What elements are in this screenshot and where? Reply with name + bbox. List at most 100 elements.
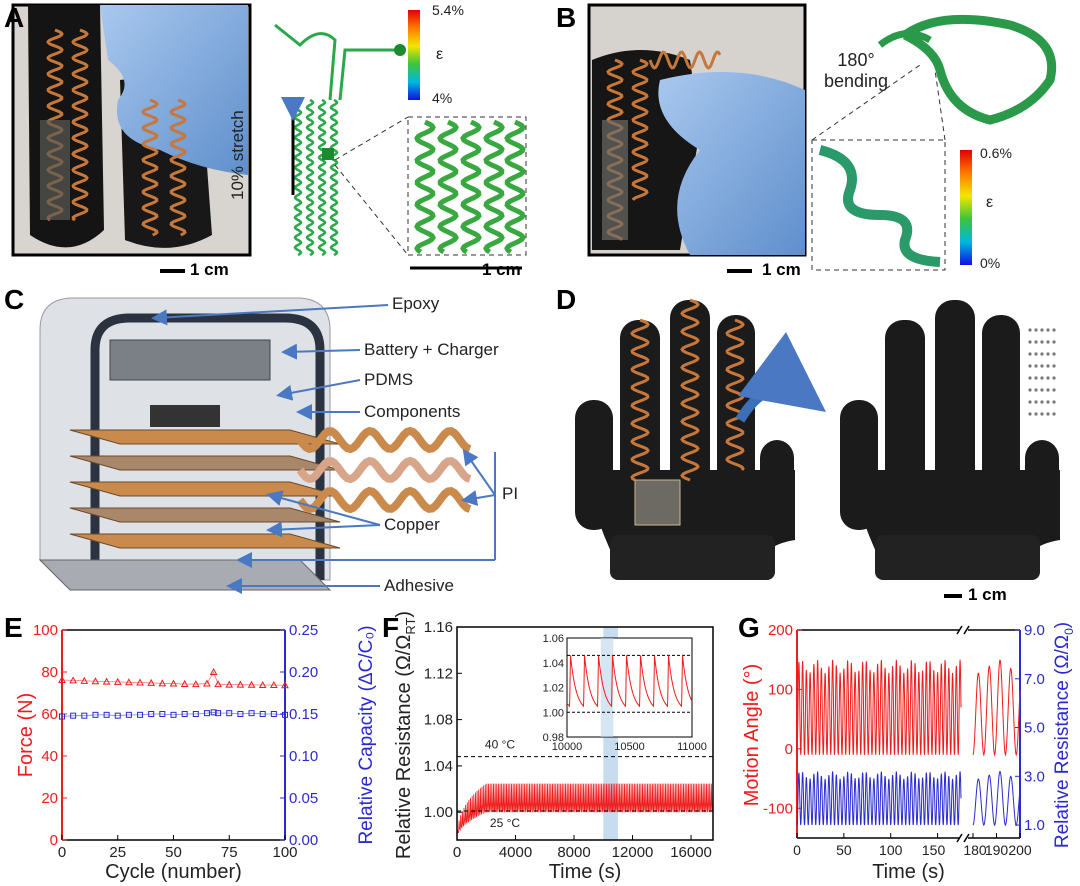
colorbar-b-min: 0% [980,255,1001,271]
grip-dot [1028,340,1032,344]
axis-break-mark [956,625,963,635]
data-point-force [91,677,100,685]
callout-arrow [151,304,389,326]
y-tick-label-right: 9.0 [1024,622,1045,639]
y-axis-label-main: Relative Resistance (Ω/Ω [393,635,415,859]
grip-dot [1052,412,1056,416]
y-tick-label: 1.08 [424,712,453,729]
colorbar-a-max: 5.4% [432,2,464,18]
callout-epoxy: Epoxy [392,294,440,313]
bending-label-angle: 180° [837,50,875,70]
x-axis-label: Time (s) [872,861,945,883]
data-point-force [180,679,189,687]
grip-dot [1052,388,1056,392]
grip-dot [1034,388,1038,392]
serpentine-copper-trace [169,98,187,237]
grip-dot [1046,376,1050,380]
data-point-capacity [210,709,217,716]
y-tick-label-right: 7.0 [1024,671,1045,688]
data-point-capacity [270,711,277,717]
data-point-capacity [215,710,222,717]
bent-strain-map [902,14,1057,125]
data-point-force [158,679,167,687]
data-point-force [281,681,289,689]
data-point-force [225,680,234,688]
photo-b-battery [602,120,628,240]
scale-bar-label-b-photo: 1 cm [762,260,801,279]
glove-cuff [610,535,775,580]
inset-y-tick-label: 1.00 [543,707,564,719]
grip-dot [1046,328,1050,332]
grip-dot [1040,412,1044,416]
glove-back [840,300,1060,580]
inset-y-tick-label: 1.06 [543,633,564,645]
colorbar-b-max: 0.6% [980,145,1012,161]
resistance-trace [456,783,714,839]
strain-map-trace [329,98,339,257]
x-axis-label: Time (s) [549,861,622,883]
x-tick-label: 200 [1008,842,1032,858]
y-axis-label-right-end: ) [1052,622,1073,628]
y-tick-label-left: 60 [41,706,58,723]
inset-y-tick-label: 1.04 [543,658,564,670]
data-point-capacity [92,711,99,718]
strain-map-trace [317,98,327,257]
x-tick-label: 75 [221,844,238,861]
x-tick-label: 180 [963,842,987,858]
data-point-capacity [170,711,177,718]
y-tick-label-right: 5.0 [1024,720,1045,737]
colorbar-b-symbol: ε [986,194,994,211]
y-tick-label-right: 1.0 [1024,817,1045,834]
data-point-force [214,680,222,688]
bending-label: 180° bending [824,50,888,92]
y-axis-label-right-main: Relative Resistance (Ω/Ω [1052,635,1073,848]
resistance-trace [796,771,962,826]
callout-arrow [461,490,496,506]
components [150,405,220,427]
callout-adhesive: Adhesive [384,576,454,595]
inset-y-tick-label: 0.98 [543,732,564,744]
strain-map-trace [305,98,315,257]
chart-f: 40 °C 25 °C 0 4000 8000 12000 16000 1.00 1.04 1.0… [393,611,714,883]
strain-map-trace [338,48,395,101]
y-axis-label-end: ) [393,611,415,618]
grip-dot [1028,412,1032,416]
charts: 0 25 50 75 1000204060801000.000.050.100.150.… [15,611,1076,883]
grip-dot [1040,364,1044,368]
callout-arrow [462,448,496,496]
callout-arrow [266,490,381,526]
colorbar-b [960,150,972,265]
x-tick-label: 150 [922,842,946,858]
data-point-capacity [181,711,188,717]
grip-dot [1034,352,1038,356]
grip-dot [1034,364,1038,368]
x-tick-label: 0 [58,844,66,861]
series-line [61,671,286,686]
grip-dot [1040,400,1044,404]
series-line [61,711,286,717]
data-point-force [270,680,278,689]
grip-dot [1028,352,1032,356]
colorbar-a-min: 4% [432,90,453,106]
data-point-capacity [259,711,266,717]
panel-label-d: D [556,284,577,315]
inset-highlight [600,638,614,737]
inset-y-tick-label: 1.02 [543,683,564,695]
inset-a-serpentine [437,119,459,255]
grip-dot [1046,412,1050,416]
serpentine-interconnect [296,426,472,454]
x-tick-label: 12000 [612,844,654,861]
y-tick-label-right: 0.15 [289,706,318,723]
grip-dot [1046,340,1050,344]
panel-label-e: E [4,612,23,643]
data-point-force [58,675,66,683]
grip-dot [1052,340,1056,344]
grip-dot [1046,388,1050,392]
y-tick-label: 1.12 [424,665,453,682]
serpentine-copper-trace [680,298,700,482]
data-point-capacity [114,712,121,719]
colorbar-a-symbol: ε [436,46,444,63]
inset-trace [566,655,693,708]
grip-dot [1052,364,1056,368]
zoom-line [934,69,946,141]
